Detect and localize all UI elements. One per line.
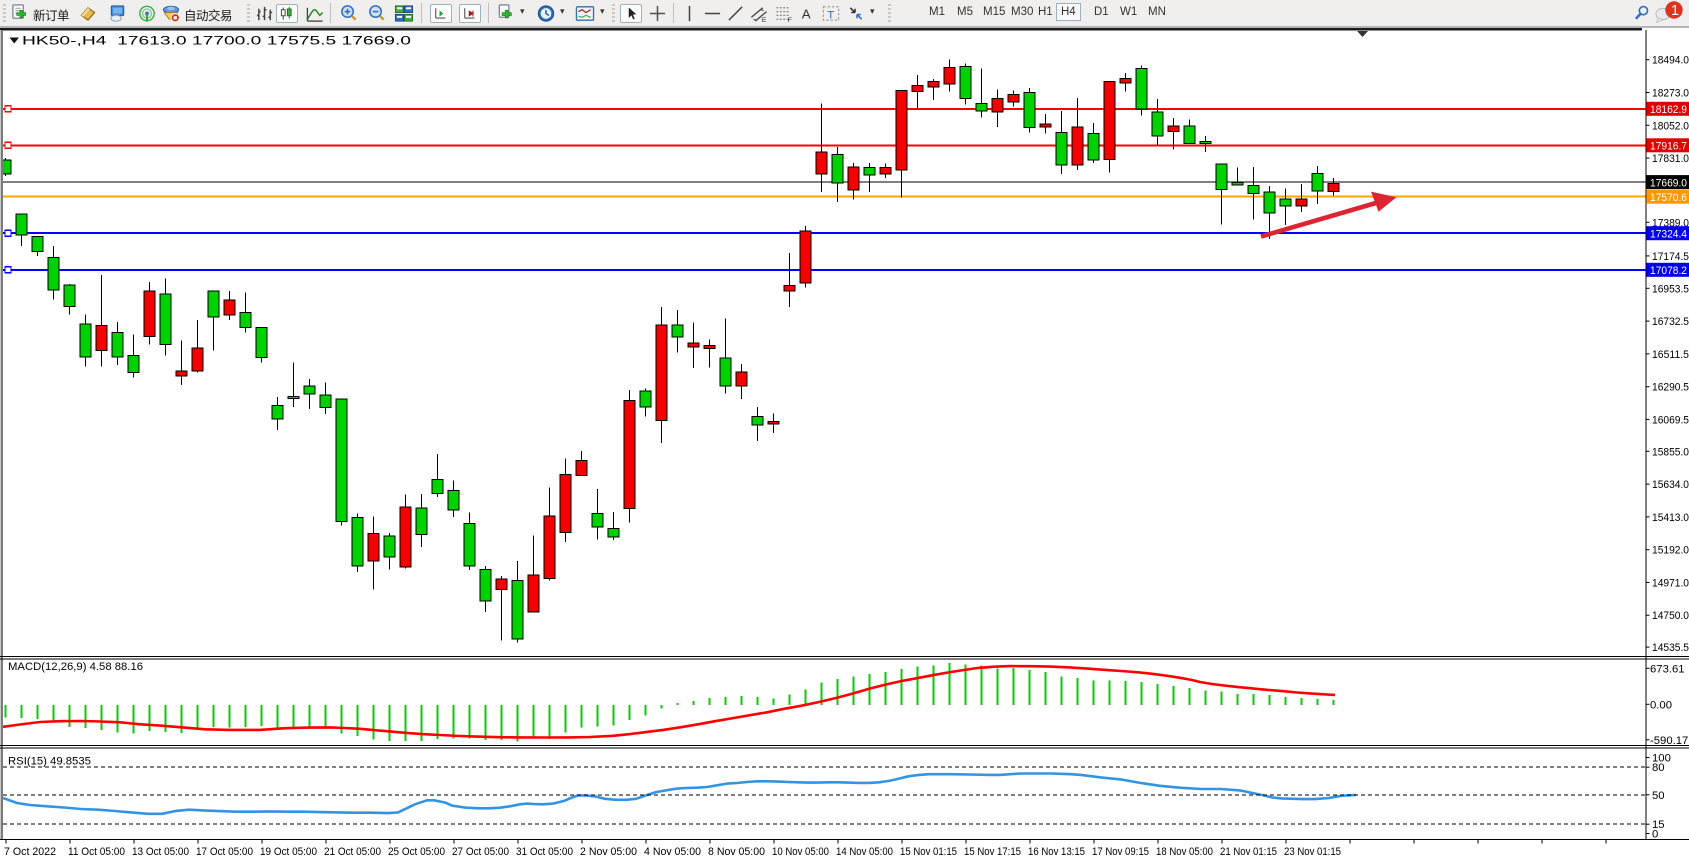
svg-text:16069.5: 16069.5 xyxy=(1652,414,1689,426)
svg-text:15 Nov 01:15: 15 Nov 01:15 xyxy=(900,846,957,858)
svg-text:15413.0: 15413.0 xyxy=(1652,512,1689,524)
svg-text:16511.5: 16511.5 xyxy=(1652,349,1689,361)
svg-text:10 Nov 05:00: 10 Nov 05:00 xyxy=(772,846,829,858)
svg-text:14535.5: 14535.5 xyxy=(1652,642,1689,654)
svg-text:7 Oct 2022: 7 Oct 2022 xyxy=(4,846,56,858)
svg-text:4 Nov 05:00: 4 Nov 05:00 xyxy=(644,846,701,858)
svg-text:16732.5: 16732.5 xyxy=(1652,316,1689,328)
svg-text:17 Oct 05:00: 17 Oct 05:00 xyxy=(196,846,253,858)
svg-text:T: T xyxy=(827,9,834,21)
svg-text:F: F xyxy=(788,17,792,23)
svg-text:50: 50 xyxy=(1652,790,1665,802)
svg-text:17669.0: 17669.0 xyxy=(1650,177,1687,189)
svg-text:E: E xyxy=(762,17,767,23)
svg-text:18052.0: 18052.0 xyxy=(1652,120,1689,132)
svg-text:25 Oct 05:00: 25 Oct 05:00 xyxy=(388,846,445,858)
svg-text:18273.0: 18273.0 xyxy=(1652,88,1689,100)
svg-text:17324.4: 17324.4 xyxy=(1650,228,1687,240)
svg-text:15855.0: 15855.0 xyxy=(1652,446,1689,458)
svg-text:-590.17: -590.17 xyxy=(1650,735,1688,747)
svg-text:HK50-,H4 17613.0 17700.0 1757: HK50-,H4 17613.0 17700.0 17575.5 17669.0 xyxy=(22,34,411,48)
svg-text:2 Nov 05:00: 2 Nov 05:00 xyxy=(580,846,637,858)
svg-text:17831.0: 17831.0 xyxy=(1652,153,1689,165)
svg-text:15634.0: 15634.0 xyxy=(1652,479,1689,491)
svg-text:15 Nov 17:15: 15 Nov 17:15 xyxy=(964,846,1021,858)
svg-text:31 Oct 05:00: 31 Oct 05:00 xyxy=(516,846,573,858)
svg-text:16953.5: 16953.5 xyxy=(1652,283,1689,295)
svg-text:21 Oct 05:00: 21 Oct 05:00 xyxy=(324,846,381,858)
svg-text:18162.9: 18162.9 xyxy=(1650,104,1687,116)
svg-text:MACD(12,26,9) 4.58 88.16: MACD(12,26,9) 4.58 88.16 xyxy=(8,661,143,673)
svg-text:13 Oct 05:00: 13 Oct 05:00 xyxy=(132,846,189,858)
svg-text:18 Nov 05:00: 18 Nov 05:00 xyxy=(1156,846,1213,858)
svg-text:17916.7: 17916.7 xyxy=(1650,141,1687,153)
svg-text:15192.0: 15192.0 xyxy=(1652,545,1689,557)
svg-text:673.61: 673.61 xyxy=(1650,663,1685,675)
svg-text:0: 0 xyxy=(1652,829,1658,841)
svg-text:8 Nov 05:00: 8 Nov 05:00 xyxy=(708,846,765,858)
svg-text:18494.0: 18494.0 xyxy=(1652,55,1689,67)
svg-text:14 Nov 05:00: 14 Nov 05:00 xyxy=(836,846,893,858)
svg-text:23 Nov 01:15: 23 Nov 01:15 xyxy=(1284,846,1341,858)
svg-text:17570.6: 17570.6 xyxy=(1650,192,1687,204)
svg-text:16 Nov 13:15: 16 Nov 13:15 xyxy=(1028,846,1085,858)
svg-text:14750.0: 14750.0 xyxy=(1652,610,1689,622)
svg-text:80: 80 xyxy=(1652,762,1665,774)
svg-text:0.00: 0.00 xyxy=(1650,699,1672,711)
svg-text:21 Nov 01:15: 21 Nov 01:15 xyxy=(1220,846,1277,858)
svg-text:RSI(15) 49.8535: RSI(15) 49.8535 xyxy=(8,756,91,768)
svg-text:16290.5: 16290.5 xyxy=(1652,382,1689,394)
svg-text:1: 1 xyxy=(1671,3,1679,19)
svg-text:17 Nov 09:15: 17 Nov 09:15 xyxy=(1092,846,1149,858)
svg-text:14971.0: 14971.0 xyxy=(1652,577,1689,589)
svg-text:27 Oct 05:00: 27 Oct 05:00 xyxy=(452,846,509,858)
svg-text:A: A xyxy=(802,6,811,21)
svg-text:17078.2: 17078.2 xyxy=(1650,265,1687,277)
svg-text:100: 100 xyxy=(1652,753,1671,765)
svg-text:11 Oct 05:00: 11 Oct 05:00 xyxy=(68,846,125,858)
svg-text:19 Oct 05:00: 19 Oct 05:00 xyxy=(260,846,317,858)
svg-text:15: 15 xyxy=(1652,819,1665,831)
svg-text:17174.5: 17174.5 xyxy=(1652,251,1689,263)
